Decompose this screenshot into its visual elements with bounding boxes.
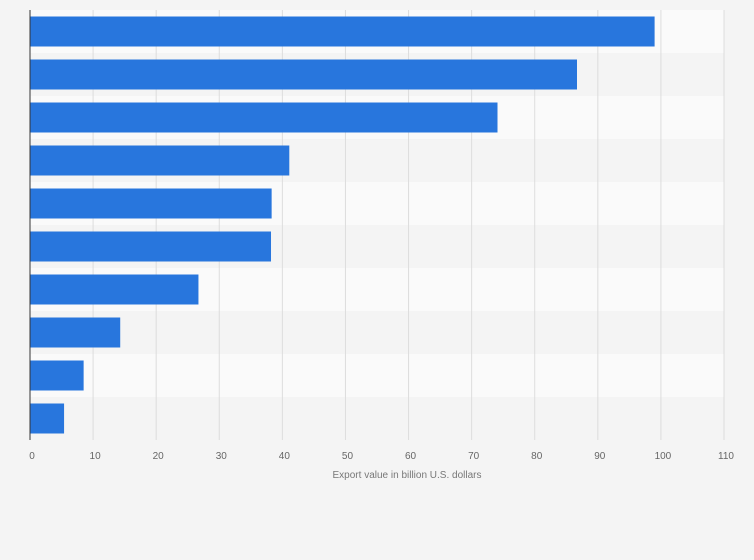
bar[interactable] bbox=[30, 317, 121, 348]
bar[interactable] bbox=[30, 59, 577, 90]
bar[interactable] bbox=[30, 145, 290, 176]
bar[interactable] bbox=[30, 274, 199, 305]
bar[interactable] bbox=[30, 188, 272, 219]
bar[interactable] bbox=[30, 360, 84, 391]
bar[interactable] bbox=[30, 403, 65, 434]
bars bbox=[30, 16, 655, 434]
bar[interactable] bbox=[30, 16, 655, 47]
x-tick-label: 60 bbox=[405, 451, 417, 462]
x-axis-title: Export value in billion U.S. dollars bbox=[333, 470, 482, 481]
bar[interactable] bbox=[30, 102, 498, 133]
x-tick-label: 50 bbox=[342, 451, 354, 462]
x-tick-label: 90 bbox=[594, 451, 606, 462]
x-tick-label: 20 bbox=[153, 451, 165, 462]
x-tick-label: 30 bbox=[216, 451, 228, 462]
x-tick-label: 80 bbox=[531, 451, 543, 462]
bar[interactable] bbox=[30, 231, 272, 262]
x-tick-label: 40 bbox=[279, 451, 291, 462]
row-band bbox=[30, 354, 724, 397]
row-band bbox=[30, 311, 724, 354]
x-tick-label: 0 bbox=[29, 451, 35, 462]
x-tick-labels: 0 10 20 30 40 50 60 70 80 90 100 110 bbox=[29, 451, 734, 462]
x-tick-label: 70 bbox=[468, 451, 480, 462]
row-band bbox=[30, 397, 724, 440]
x-tick-label: 110 bbox=[718, 451, 734, 462]
x-tick-label: 100 bbox=[655, 451, 672, 462]
x-tick-label: 10 bbox=[90, 451, 102, 462]
